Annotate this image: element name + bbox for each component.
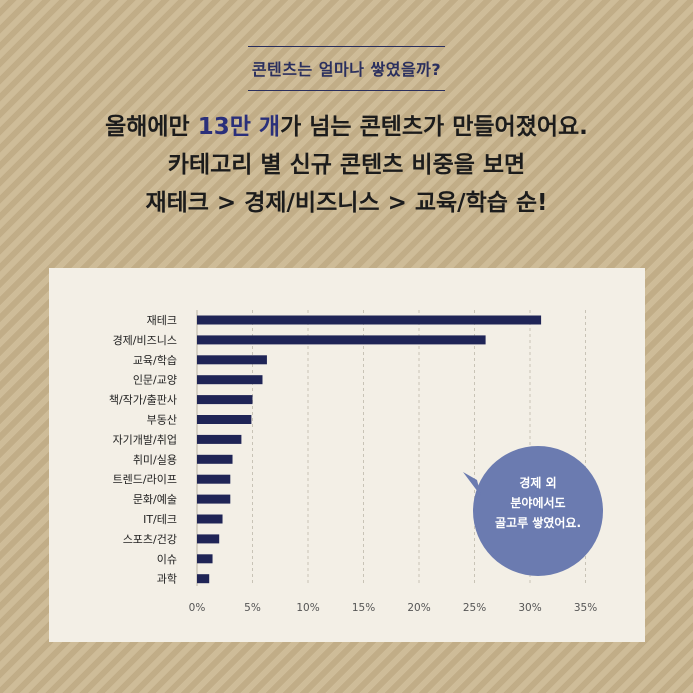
category-label: 교육/학습 [133,354,177,367]
category-label: 이슈 [157,553,177,566]
bar-13 [197,574,210,584]
bar-3 [197,375,263,385]
category-label: 부동산 [147,414,177,427]
callout-line-1: 분야에서도 [510,495,565,510]
category-label: 스포츠/건강 [123,533,177,546]
bar-7 [197,454,233,464]
kicker-text: 콘텐츠는 얼마나 쌓였을까? [247,46,446,91]
x-tick-label: 25% [463,602,486,614]
headline-line-1-post: 가 넘는 콘텐츠가 만들어졌어요. [280,114,588,140]
x-tick-label: 35% [574,602,597,614]
x-tick-label: 30% [518,602,541,614]
headline-line-1-pre: 올해에만 [105,114,198,140]
bar-9 [197,494,231,504]
x-tick-label: 15% [352,602,375,614]
bar-2 [197,355,267,365]
headline-line-1: 올해에만 13만 개가 넘는 콘텐츠가 만들어졌어요. [0,108,693,146]
x-tick-label: 10% [296,602,319,614]
bar-12 [197,554,213,564]
headline: 올해에만 13만 개가 넘는 콘텐츠가 만들어졌어요. 카테고리 별 신규 콘텐… [0,108,693,222]
kicker: 콘텐츠는 얼마나 쌓였을까? [0,46,693,91]
x-tick-label: 0% [189,602,206,614]
bar-11 [197,534,220,544]
callout-circle [473,446,603,576]
bar-1 [197,335,486,345]
callout-tail [463,472,481,496]
category-label: 인문/교양 [133,374,177,387]
bar-4 [197,395,253,405]
headline-line-2: 카테고리 별 신규 콘텐츠 비중을 보면 [167,152,526,178]
callout-line-0: 경제 외 [519,475,556,490]
bar-chart: 0% 5% 10% 15% 20% 25% 30% 35% 재테크경제/비즈니스교육/학습인문/… [109,310,603,614]
headline-line-3: 재테크 > 경제/비즈니스 > 교육/학습 순! [145,190,548,216]
x-tick-label: 5% [244,602,261,614]
category-label: 재테크 [147,314,177,327]
bar-6 [197,434,242,444]
category-label: IT/테크 [143,513,177,526]
category-label: 경제/비즈니스 [113,334,177,347]
bar-0 [197,315,542,325]
callout-line-2: 골고루 쌓였어요. [495,515,581,530]
x-tick-label: 20% [407,602,430,614]
category-label: 자기개발/취업 [113,433,177,446]
category-label: 책/작가/출판사 [109,394,177,407]
category-label: 트렌드/라이프 [113,473,177,486]
bar-10 [197,514,223,524]
category-label: 취미/실용 [133,453,177,466]
category-label: 과학 [157,573,177,586]
headline-highlight: 13만 개 [197,114,281,140]
bar-8 [197,474,231,484]
bar-5 [197,415,252,424]
category-label: 문화/예술 [133,493,177,506]
